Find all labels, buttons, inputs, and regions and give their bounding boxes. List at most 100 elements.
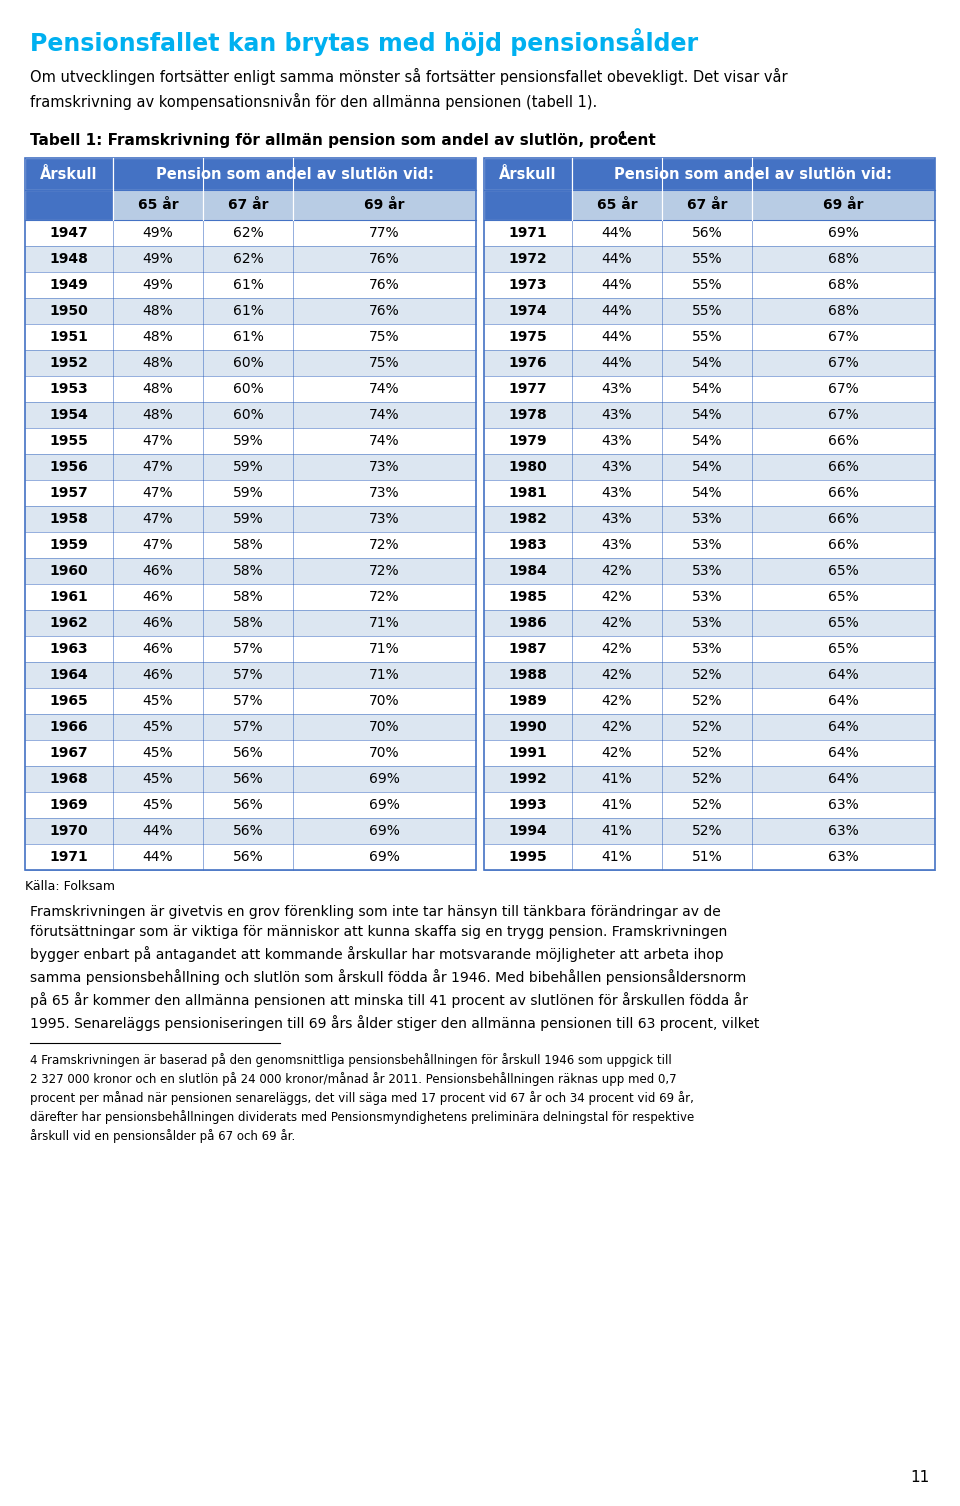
Text: 64%: 64%	[828, 745, 859, 761]
Text: 43%: 43%	[602, 383, 633, 396]
Text: 69%: 69%	[369, 798, 400, 812]
Text: 1952: 1952	[50, 355, 88, 370]
Text: 48%: 48%	[143, 330, 174, 343]
Text: 1993: 1993	[509, 798, 547, 812]
Text: 73%: 73%	[370, 486, 399, 500]
Bar	[484, 767, 935, 792]
Text: 53%: 53%	[692, 642, 722, 657]
Bar	[484, 714, 935, 739]
Text: 61%: 61%	[232, 279, 263, 292]
Text: 1950: 1950	[50, 304, 88, 318]
Bar	[484, 158, 572, 190]
Text: Pensionsfallet kan brytas med höjd pensionsålder: Pensionsfallet kan brytas med höjd pensi…	[30, 29, 698, 56]
Text: 66%: 66%	[828, 486, 859, 500]
Text: 48%: 48%	[143, 408, 174, 422]
Text: 47%: 47%	[143, 512, 174, 526]
Text: 1970: 1970	[50, 824, 88, 837]
Text: 46%: 46%	[143, 616, 174, 630]
Text: 65%: 65%	[828, 616, 859, 630]
Text: 65%: 65%	[828, 642, 859, 657]
Text: 42%: 42%	[602, 745, 633, 761]
Text: 1987: 1987	[509, 642, 547, 657]
Text: 69%: 69%	[369, 773, 400, 786]
Bar	[25, 298, 476, 324]
Text: 76%: 76%	[370, 252, 400, 267]
Text: 1962: 1962	[50, 616, 88, 630]
Text: 1995: 1995	[509, 849, 547, 864]
Text: 66%: 66%	[828, 459, 859, 474]
Text: 42%: 42%	[602, 590, 633, 604]
Text: 51%: 51%	[691, 849, 722, 864]
Text: 54%: 54%	[692, 486, 722, 500]
Text: 56%: 56%	[232, 745, 263, 761]
Text: 63%: 63%	[828, 849, 859, 864]
Text: 72%: 72%	[370, 590, 399, 604]
Bar	[25, 480, 476, 506]
Text: 46%: 46%	[143, 565, 174, 578]
Text: 1968: 1968	[50, 773, 88, 786]
Text: 44%: 44%	[602, 330, 633, 343]
Text: Källa: Folksam: Källa: Folksam	[25, 880, 115, 893]
Bar	[484, 220, 935, 245]
Text: 53%: 53%	[692, 590, 722, 604]
Text: 67%: 67%	[828, 383, 859, 396]
Text: 45%: 45%	[143, 745, 174, 761]
Bar	[25, 245, 476, 273]
Text: 63%: 63%	[828, 798, 859, 812]
Bar	[25, 190, 113, 220]
Bar	[484, 324, 935, 349]
Text: Tabell 1: Framskrivning för allmän pension som andel av slutlön, procent: Tabell 1: Framskrivning för allmän pensi…	[30, 133, 656, 148]
Text: 1965: 1965	[50, 694, 88, 708]
Text: 58%: 58%	[232, 565, 263, 578]
Text: 1994: 1994	[509, 824, 547, 837]
Text: 1959: 1959	[50, 538, 88, 553]
Text: 4: 4	[618, 131, 626, 142]
Text: 43%: 43%	[602, 434, 633, 447]
Text: 58%: 58%	[232, 590, 263, 604]
Text: 11: 11	[911, 1470, 930, 1485]
Text: 69 år: 69 år	[364, 197, 405, 212]
Text: 1964: 1964	[50, 669, 88, 682]
Text: 77%: 77%	[370, 226, 399, 239]
Text: 42%: 42%	[602, 642, 633, 657]
Text: 54%: 54%	[692, 355, 722, 370]
Text: 62%: 62%	[232, 226, 263, 239]
Text: 60%: 60%	[232, 355, 263, 370]
Bar	[484, 506, 935, 532]
Text: 1989: 1989	[509, 694, 547, 708]
Text: 49%: 49%	[143, 279, 174, 292]
Text: 71%: 71%	[370, 642, 400, 657]
Text: Pension som andel av slutlön vid:: Pension som andel av slutlön vid:	[614, 167, 893, 182]
Text: 1954: 1954	[50, 408, 88, 422]
Text: 70%: 70%	[370, 694, 399, 708]
Bar	[484, 298, 935, 324]
Bar	[484, 818, 935, 843]
Bar	[484, 688, 935, 714]
Text: 57%: 57%	[232, 669, 263, 682]
Text: 1974: 1974	[509, 304, 547, 318]
Text: 1980: 1980	[509, 459, 547, 474]
Text: 1971: 1971	[509, 226, 547, 239]
Text: Framskrivningen är givetvis en grov förenkling som inte tar hänsyn till tänkbara: Framskrivningen är givetvis en grov före…	[30, 905, 759, 1032]
Bar	[752, 190, 935, 220]
Text: 65%: 65%	[828, 590, 859, 604]
Text: 75%: 75%	[370, 330, 399, 343]
Bar	[25, 792, 476, 818]
Text: 56%: 56%	[691, 226, 722, 239]
Text: 74%: 74%	[370, 434, 399, 447]
Text: 57%: 57%	[232, 720, 263, 733]
Text: 52%: 52%	[692, 694, 722, 708]
Bar	[25, 636, 476, 663]
Bar	[484, 739, 935, 767]
Bar	[484, 792, 935, 818]
Bar	[25, 532, 476, 559]
Text: 47%: 47%	[143, 538, 174, 553]
Text: 55%: 55%	[692, 304, 722, 318]
Text: 1969: 1969	[50, 798, 88, 812]
Text: 52%: 52%	[692, 824, 722, 837]
Text: 45%: 45%	[143, 798, 174, 812]
Text: 46%: 46%	[143, 642, 174, 657]
Text: 54%: 54%	[692, 408, 722, 422]
Bar	[484, 663, 935, 688]
Text: 41%: 41%	[602, 773, 633, 786]
